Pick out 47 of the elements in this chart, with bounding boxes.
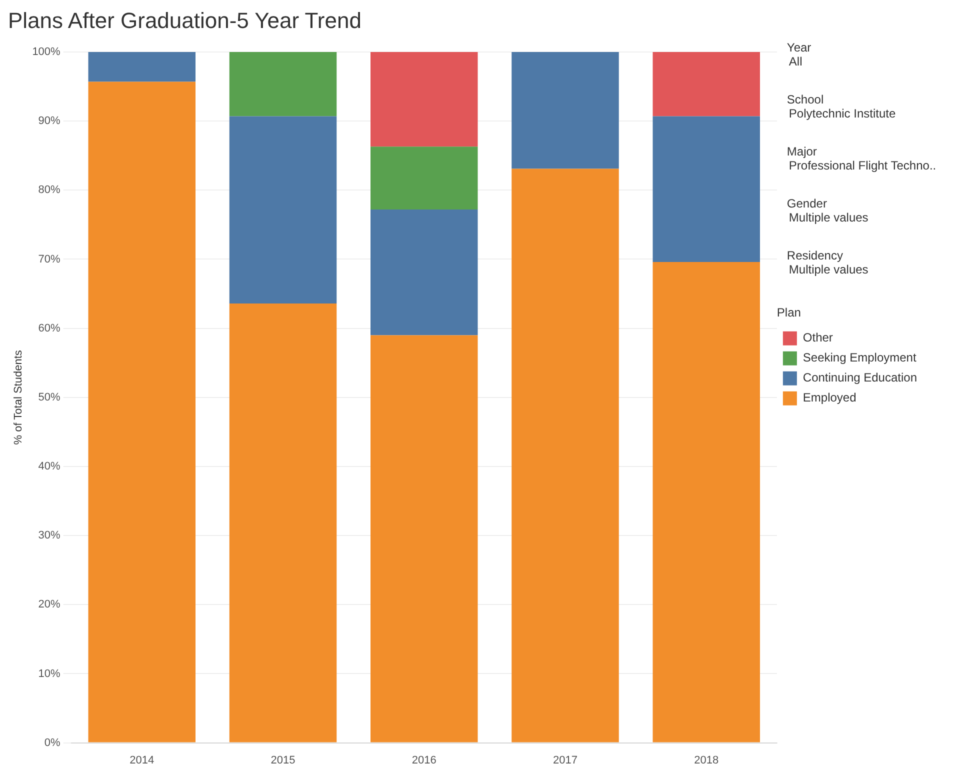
bar [370, 146, 478, 210]
bar [652, 52, 760, 116]
text: Multiple values [788, 210, 868, 224]
y-tick-label: 90% [38, 115, 61, 128]
bar [512, 52, 619, 169]
bar [229, 116, 337, 304]
y-tick-label: 100% [32, 46, 61, 58]
text: Gender [786, 196, 827, 210]
x-tick-label: 2018 [694, 754, 719, 766]
y-tick-label: 0% [44, 736, 61, 749]
y-tick-label: 10% [38, 668, 61, 680]
bar [652, 116, 760, 262]
y-tick-label: 80% [38, 184, 61, 196]
bar [88, 52, 196, 82]
legend-title: Plan [776, 305, 801, 320]
y-tick-label: 30% [38, 530, 61, 542]
text: Residency [786, 248, 843, 262]
x-tick-label: 2015 [270, 754, 296, 766]
y-tick-label: 50% [38, 391, 61, 404]
bar [229, 52, 337, 116]
text: Professional Flight Techno.. [788, 158, 936, 172]
legend-label: Other [802, 330, 833, 345]
bar [652, 262, 760, 742]
text: Year [786, 40, 812, 54]
y-axis-title: % of Total Students [12, 350, 25, 445]
legend-label: Employed [802, 390, 856, 405]
text: Multiple values [788, 262, 868, 276]
bar [370, 335, 478, 742]
text: Major [786, 144, 817, 158]
y-tick-label: 40% [38, 460, 61, 473]
y-tick-label: 70% [38, 253, 61, 266]
bar [370, 210, 478, 336]
chart-title: Plans After Graduation-5 Year Trend [8, 8, 362, 35]
x-tick-label: 2016 [412, 754, 436, 766]
text: All [788, 54, 802, 68]
x-tick-label: 2014 [130, 754, 154, 766]
legend-label: Seeking Employment [802, 350, 917, 365]
y-tick-label: 60% [38, 322, 61, 334]
legend-label: Continuing Education [802, 370, 918, 385]
text: Polytechnic Institute [788, 106, 896, 120]
bar [370, 52, 478, 147]
bar [229, 303, 337, 742]
bar [512, 168, 619, 742]
bar [88, 82, 196, 742]
y-tick-label: 20% [38, 598, 61, 611]
x-tick-label: 2017 [553, 754, 578, 766]
text: School [786, 92, 824, 106]
